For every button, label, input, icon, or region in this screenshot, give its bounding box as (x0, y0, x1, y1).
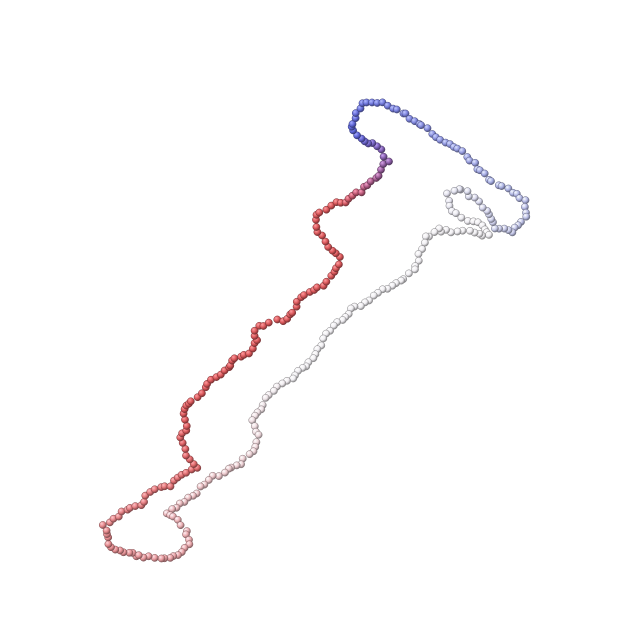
bead (353, 131, 361, 140)
bead (140, 498, 148, 506)
bead (312, 223, 321, 231)
bead (270, 387, 278, 395)
bead (250, 326, 259, 335)
bead (98, 521, 107, 529)
bead-layer (98, 98, 531, 563)
bead (261, 394, 270, 402)
bead (366, 177, 375, 186)
bead (157, 554, 166, 563)
bead (463, 187, 472, 196)
bead (166, 482, 175, 491)
bead (450, 186, 459, 195)
bead (322, 277, 331, 286)
bead (104, 540, 113, 548)
bead (385, 157, 393, 166)
bead (198, 389, 206, 398)
bead (322, 205, 331, 214)
bead (357, 302, 365, 310)
bead (485, 231, 493, 239)
bead (182, 451, 190, 460)
bead (466, 226, 474, 235)
bead (182, 468, 190, 477)
bead (423, 124, 432, 133)
bead (414, 256, 423, 265)
bead (458, 147, 467, 155)
bead (480, 169, 489, 178)
bead (230, 354, 239, 363)
bead (288, 308, 297, 317)
bead (309, 354, 318, 363)
bead (452, 209, 460, 218)
bead (134, 551, 143, 560)
bead (254, 430, 263, 439)
bead (522, 212, 531, 221)
bead (369, 291, 378, 300)
bead (417, 121, 425, 130)
bead (521, 196, 530, 205)
bead (430, 228, 439, 236)
bead (264, 318, 273, 327)
bead (245, 450, 254, 459)
bead (196, 482, 205, 491)
bead (457, 213, 466, 222)
bead (186, 397, 195, 406)
bead (379, 152, 388, 161)
bead (221, 468, 229, 477)
bead (471, 158, 480, 167)
bead (321, 237, 330, 246)
bead (453, 227, 462, 236)
bead (411, 265, 419, 274)
bead (421, 238, 429, 247)
bead (401, 109, 410, 118)
bead (330, 321, 338, 330)
bead (422, 232, 430, 241)
bead (102, 526, 111, 535)
bead (351, 109, 360, 117)
bead (150, 485, 159, 494)
bead (414, 250, 423, 258)
bead (487, 177, 495, 185)
bead (443, 189, 451, 198)
bead (392, 105, 401, 114)
bead (497, 182, 506, 190)
bead (335, 260, 343, 269)
bead (176, 521, 185, 530)
bead (313, 283, 321, 292)
bead (405, 269, 413, 278)
bead (319, 334, 328, 343)
bead (315, 208, 324, 217)
bead (478, 203, 487, 212)
